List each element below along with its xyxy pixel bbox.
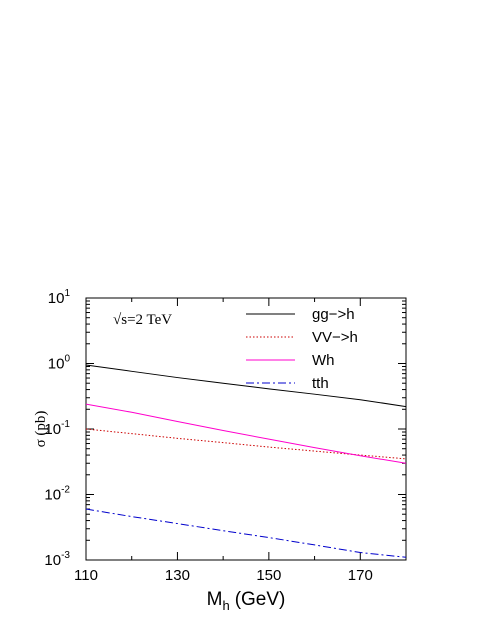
y-tick-label: 101: [48, 288, 71, 307]
y-axis-label: σ (pb): [33, 411, 49, 448]
y-tick-exponent: 1: [64, 288, 70, 299]
y-tick-label: 10-3: [44, 550, 70, 569]
y-tick-label: 10-2: [44, 485, 70, 504]
y-tick-exponent: -1: [61, 419, 70, 430]
x-tick-label: 150: [256, 567, 281, 584]
x-axis-label: Mh (GeV): [207, 589, 286, 613]
series-line-3: [85, 508, 407, 558]
series-line-1: [85, 428, 407, 460]
y-tick-exponent: -2: [61, 485, 70, 496]
energy-annotation: √s=2 TeV: [113, 312, 172, 328]
y-tick-base: 10: [48, 356, 65, 373]
y-tick-exponent: -3: [61, 550, 70, 561]
x-tick-label: 130: [165, 567, 190, 584]
series-lines: [85, 364, 407, 558]
x-axis: 110 130 150 170: [74, 298, 407, 584]
y-tick-base: 10: [48, 290, 65, 307]
x-tick-label: 170: [348, 567, 373, 584]
x-axis-label-main: M: [207, 589, 223, 610]
y-tick-exponent: 0: [64, 354, 70, 365]
x-tick-label: 110: [74, 567, 98, 584]
y-tick-base: 10: [44, 421, 61, 438]
legend-label-0: gg−>h: [312, 306, 355, 323]
legend-label-3: tth: [312, 375, 329, 392]
legend-label-1: VV−>h: [312, 329, 358, 346]
y-tick-base: 10: [44, 552, 61, 569]
y-tick-base: 10: [44, 487, 61, 504]
legend: gg−>h VV−>h Wh tth: [246, 306, 358, 392]
legend-label-2: Wh: [312, 352, 335, 369]
series-line-0: [85, 364, 407, 408]
x-axis-label-sub: h: [222, 598, 229, 613]
y-tick-label: 100: [48, 354, 71, 373]
x-axis-label-unit: (GeV): [235, 589, 286, 610]
series-line-2: [85, 403, 407, 464]
y-tick-label: 10-1: [44, 419, 70, 438]
